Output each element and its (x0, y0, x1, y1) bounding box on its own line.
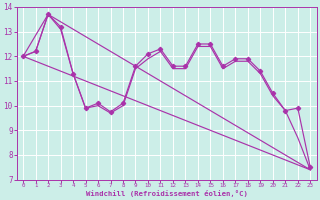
X-axis label: Windchill (Refroidissement éolien,°C): Windchill (Refroidissement éolien,°C) (86, 190, 248, 197)
